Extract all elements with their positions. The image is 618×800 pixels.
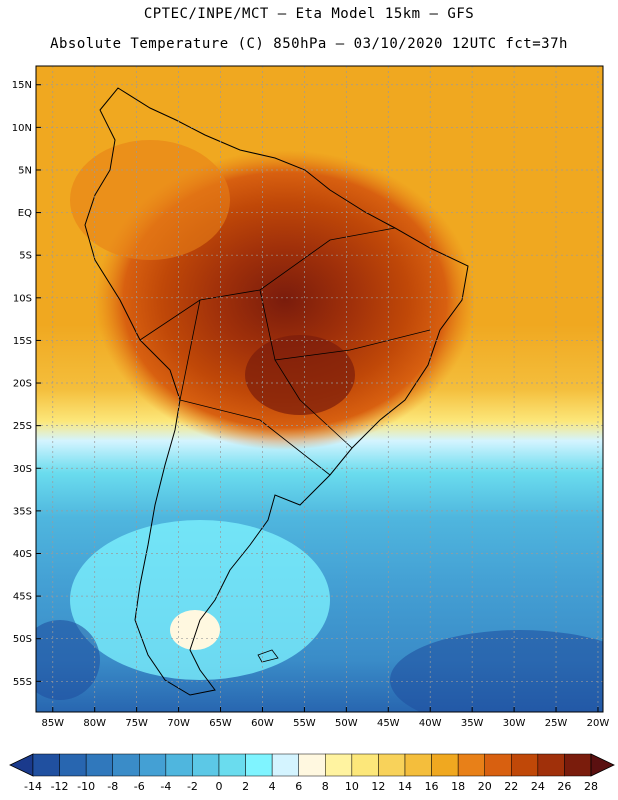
colorbar-swatch: [245, 753, 273, 777]
lon-label: 50W: [335, 718, 358, 729]
colorbar-label: 24: [531, 780, 545, 793]
colorbar-swatch: [404, 753, 432, 777]
lat-label: 5S: [19, 251, 32, 262]
colorbar-label: 0: [216, 780, 223, 793]
cold-area-southwest: [36, 620, 100, 700]
lon-label: 75W: [125, 718, 148, 729]
colorbar-label: -12: [51, 780, 69, 793]
lon-label: 65W: [209, 718, 232, 729]
colorbar: -14 -12 -10 -8 -6 -4 -2 0 2 4 6 8 10 12 14 16 18 20 22 24 26…: [9, 753, 615, 793]
colorbar-label: -6: [134, 780, 145, 793]
lat-label: 15N: [12, 80, 32, 91]
colorbar-swatch: [457, 753, 485, 777]
colorbar-label: 8: [322, 780, 329, 793]
hot-spot-south-brazil: [245, 335, 355, 415]
lon-label: 85W: [41, 718, 64, 729]
colorbar-label: 28: [584, 780, 598, 793]
lat-label: 10S: [13, 293, 32, 304]
lat-label: 55S: [13, 677, 32, 688]
colorbar-label: 16: [425, 780, 439, 793]
lon-label: 60W: [251, 718, 274, 729]
falkland-islands: [257, 649, 279, 663]
lat-label: 20S: [13, 379, 32, 390]
lon-label: 30W: [503, 718, 526, 729]
lon-label: 70W: [167, 718, 190, 729]
lon-label: 80W: [83, 718, 106, 729]
lat-label: 45S: [13, 592, 32, 603]
lon-label: 20W: [587, 718, 610, 729]
colorbar-label: 14: [398, 780, 412, 793]
colorbar-swatch: [165, 753, 193, 777]
colorbar-swatch: [564, 753, 592, 777]
colorbar-swatch: [192, 753, 220, 777]
colorbar-label: 18: [451, 780, 465, 793]
cold-tongue-patagonia: [70, 520, 330, 680]
colorbar-swatch: [59, 753, 87, 777]
colorbar-swatch: [271, 753, 299, 777]
map-field: [36, 66, 603, 712]
colorbar-swatch: [431, 753, 459, 777]
lat-label: 40S: [13, 549, 32, 560]
colorbar-label: 6: [295, 780, 302, 793]
warm-andes-north: [70, 140, 230, 260]
colorbar-label: 22: [504, 780, 518, 793]
lat-label: 35S: [13, 506, 32, 517]
lat-label: 5N: [18, 165, 32, 176]
colorbar-label: -14: [24, 780, 42, 793]
colorbar-swatch: [112, 753, 140, 777]
colorbar-swatch: [537, 753, 565, 777]
colorbar-label: 26: [557, 780, 571, 793]
map-title-line1: CPTEC/INPE/MCT – Eta Model 15km – GFS: [143, 6, 475, 22]
lat-label: EQ: [18, 208, 32, 219]
colorbar-swatch: [85, 753, 113, 777]
colorbar-swatch: [139, 753, 167, 777]
cold-area-southeast: [390, 630, 603, 712]
lon-label: 55W: [293, 718, 316, 729]
colorbar-label: 20: [478, 780, 492, 793]
colorbar-label: -2: [187, 780, 198, 793]
colorbar-swatch: [325, 753, 353, 777]
colorbar-swatch: [298, 753, 326, 777]
map-title-line2: Absolute Temperature (C) 850hPa – 03/10/…: [50, 36, 568, 52]
colorbar-swatch: [32, 753, 60, 777]
lat-label: 15S: [13, 336, 32, 347]
lat-label: 10N: [12, 123, 32, 134]
lon-label: 35W: [461, 718, 484, 729]
colorbar-swatch: [351, 753, 379, 777]
lon-label: 40W: [419, 718, 442, 729]
lat-label: 25S: [13, 421, 32, 432]
colorbar-swatch: [484, 753, 512, 777]
colorbar-label: -8: [107, 780, 118, 793]
lon-label: 45W: [377, 718, 400, 729]
country-borders: [139, 227, 431, 476]
colorbar-label: 2: [242, 780, 249, 793]
longitude-labels: 85W 80W 75W 70W 65W 60W 55W 50W 45W 40W 35W 30W 25W 2…: [41, 707, 609, 729]
colorbar-swatch: [218, 753, 246, 777]
latitude-labels: 15N 10N 5N EQ 5S 10S 15S 20S 25S 30S 35S 40S 45S 50S 5…: [12, 80, 41, 688]
colorbar-label: 10: [345, 780, 359, 793]
colorbar-label: -10: [77, 780, 95, 793]
colorbar-label: 4: [269, 780, 276, 793]
lat-label: 50S: [13, 634, 32, 645]
lon-label: 25W: [545, 718, 568, 729]
colorbar-label: 12: [371, 780, 385, 793]
lat-label: 30S: [13, 464, 32, 475]
map-frame: [35, 65, 604, 713]
colorbar-swatch: [378, 753, 406, 777]
colorbar-swatch: [511, 753, 539, 777]
warm-pocket-patagonia: [170, 610, 220, 650]
colorbar-label: -4: [160, 780, 171, 793]
colorbar-high-triangle: [590, 753, 615, 777]
colorbar-low-triangle: [9, 753, 34, 777]
